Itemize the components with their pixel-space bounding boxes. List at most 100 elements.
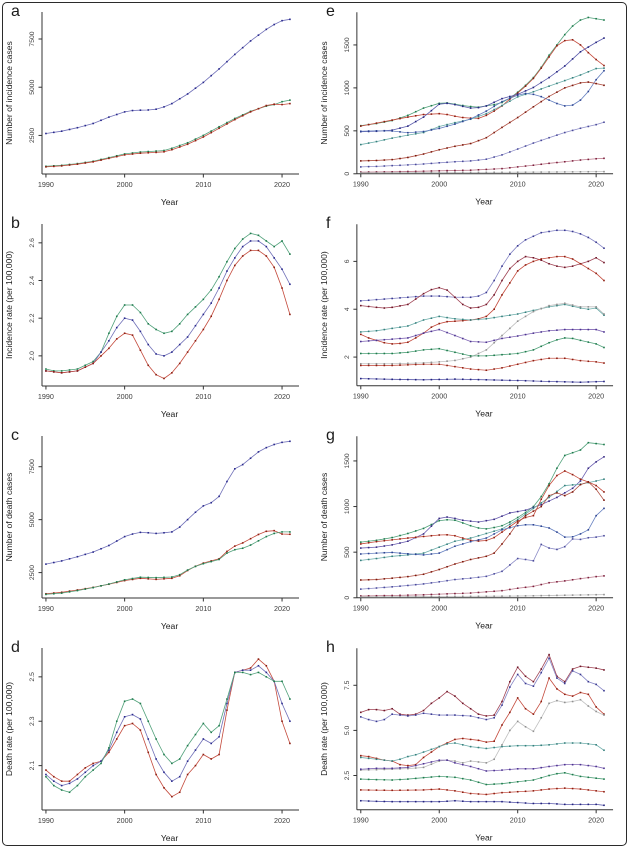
svg-text:2.0: 2.0 [29, 351, 36, 361]
svg-text:Year: Year [161, 621, 179, 631]
svg-text:2020: 2020 [274, 180, 290, 189]
svg-text:Year: Year [475, 621, 492, 631]
svg-text:2.3: 2.3 [29, 716, 36, 726]
chart-death-rate-groups: 1990 2000 2010 2020 2.5 5.0 7.5 Year Death rate … [319, 648, 614, 843]
svg-text:2000: 2000 [431, 605, 447, 613]
svg-text:2500: 2500 [29, 565, 36, 580]
svg-text:Number of incidence cases: Number of incidence cases [319, 41, 329, 144]
svg-text:Number of incidence cases: Number of incidence cases [4, 41, 14, 145]
panel-c: c 1990 2000 2010 2020 2500 5000 7500 Year Number… [0, 424, 315, 636]
svg-text:7.5: 7.5 [344, 680, 351, 690]
svg-text:1000: 1000 [344, 499, 351, 514]
panel-letter-g: g [326, 427, 335, 444]
svg-text:2020: 2020 [274, 816, 290, 825]
svg-text:2010: 2010 [510, 817, 526, 825]
svg-text:2000: 2000 [431, 181, 447, 189]
svg-text:2000: 2000 [431, 393, 447, 401]
svg-text:2.6: 2.6 [29, 238, 36, 248]
svg-text:1000: 1000 [344, 80, 351, 95]
svg-text:2.5: 2.5 [29, 672, 36, 682]
svg-text:0: 0 [344, 596, 351, 600]
svg-text:2000: 2000 [117, 392, 133, 401]
chart-incidence-cases-main: 1990 2000 2010 2020 2500 5000 7500 Year Number o… [4, 12, 299, 207]
svg-text:2.2: 2.2 [29, 313, 36, 323]
svg-text:Year: Year [161, 197, 179, 207]
svg-text:2010: 2010 [195, 816, 211, 825]
chart-death-cases-groups: 1990 2000 2010 2020 0 500 1000 1500 Year Number o… [319, 436, 614, 631]
svg-text:Year: Year [161, 833, 179, 843]
panel-letter-c: c [11, 427, 19, 444]
svg-text:1500: 1500 [344, 453, 351, 468]
panel-d: d 1990 2000 2010 2020 2.1 2.3 2.5 Year Death rat… [0, 636, 315, 848]
svg-text:2010: 2010 [195, 180, 211, 189]
svg-text:1990: 1990 [38, 392, 54, 401]
chart-death-rate-main: 1990 2000 2010 2020 2.1 2.3 2.5 Year Death rate … [4, 648, 299, 843]
panel-letter-a: a [11, 3, 20, 20]
panel-letter-f: f [326, 215, 331, 232]
svg-text:4: 4 [344, 307, 351, 311]
svg-text:Incidence rate (per 100,000): Incidence rate (per 100,000) [319, 251, 329, 359]
svg-text:1990: 1990 [38, 604, 54, 613]
svg-text:1990: 1990 [38, 180, 54, 189]
svg-text:2010: 2010 [195, 392, 211, 401]
chart-death-cases-main: 1990 2000 2010 2020 2500 5000 7500 Year Number o… [4, 436, 299, 631]
panel-a: a 1990 2000 2010 2020 2500 5000 7500 Year Number… [0, 0, 315, 212]
svg-text:Incidence rate (per 100,000): Incidence rate (per 100,000) [4, 251, 14, 359]
panel-g: g 1990 2000 2010 2020 0 500 1000 1500 Year Number… [315, 424, 629, 636]
panel-f: f 1990 2000 2010 2020 2 4 6 Year Incidence rate … [315, 212, 629, 424]
svg-text:2000: 2000 [117, 604, 133, 613]
svg-text:Year: Year [161, 409, 179, 419]
svg-text:7500: 7500 [29, 459, 36, 474]
chart-incidence-rate-main: 1990 2000 2010 2020 2.0 2.2 2.4 2.6 Year Incidenc… [4, 224, 299, 419]
svg-text:1500: 1500 [344, 37, 351, 52]
panel-letter-e: e [326, 3, 335, 20]
svg-text:7500: 7500 [29, 31, 36, 46]
svg-text:2000: 2000 [117, 180, 133, 189]
svg-text:5000: 5000 [29, 512, 36, 527]
svg-text:Number of death cases: Number of death cases [319, 473, 329, 562]
svg-text:1990: 1990 [353, 817, 369, 825]
svg-text:Death rate (per 100,000): Death rate (per 100,000) [4, 682, 14, 776]
panel-e: e 1990 2000 2010 2020 0 500 1000 1500 Year Number… [315, 0, 629, 212]
svg-text:2010: 2010 [510, 605, 526, 613]
svg-text:2020: 2020 [274, 392, 290, 401]
panel-letter-b: b [11, 215, 20, 232]
svg-text:2010: 2010 [510, 181, 526, 189]
svg-text:Year: Year [475, 197, 492, 207]
chart-incidence-rate-groups: 1990 2000 2010 2020 2 4 6 Year Incidence rate (p… [319, 224, 614, 419]
svg-text:2020: 2020 [588, 605, 604, 613]
svg-text:2020: 2020 [588, 181, 604, 189]
svg-text:2.5: 2.5 [344, 771, 351, 781]
svg-text:1990: 1990 [353, 605, 369, 613]
svg-text:2020: 2020 [588, 393, 604, 401]
svg-text:2.1: 2.1 [29, 761, 36, 771]
svg-text:2020: 2020 [588, 817, 604, 825]
svg-text:Year: Year [475, 833, 492, 843]
svg-text:1990: 1990 [353, 181, 369, 189]
svg-text:0: 0 [344, 172, 351, 176]
svg-text:2020: 2020 [274, 604, 290, 613]
svg-text:5.0: 5.0 [344, 725, 351, 735]
svg-text:5000: 5000 [29, 79, 36, 94]
svg-text:2010: 2010 [510, 393, 526, 401]
svg-text:2500: 2500 [29, 128, 36, 143]
svg-text:Death rate (per 100,000): Death rate (per 100,000) [319, 682, 329, 776]
svg-text:2000: 2000 [117, 816, 133, 825]
svg-text:2.4: 2.4 [29, 276, 36, 286]
svg-text:500: 500 [344, 546, 351, 558]
svg-text:6: 6 [344, 259, 351, 263]
panel-h: h 1990 2000 2010 2020 2.5 5.0 7.5 Year Death rat… [315, 636, 629, 848]
chart-incidence-cases-groups: 1990 2000 2010 2020 0 500 1000 1500 Year Number o… [319, 12, 614, 207]
svg-text:Year: Year [475, 409, 492, 419]
svg-text:2: 2 [344, 355, 351, 359]
svg-text:2010: 2010 [195, 604, 211, 613]
panel-letter-d: d [11, 639, 20, 656]
panel-letter-h: h [326, 639, 335, 656]
svg-text:2000: 2000 [431, 817, 447, 825]
panel-b: b 1990 2000 2010 2020 2.0 2.2 2.4 2.6 Year Incide… [0, 212, 315, 424]
svg-text:Number of death cases: Number of death cases [4, 473, 14, 562]
svg-text:1990: 1990 [38, 816, 54, 825]
svg-text:500: 500 [344, 125, 351, 137]
svg-text:1990: 1990 [353, 393, 369, 401]
